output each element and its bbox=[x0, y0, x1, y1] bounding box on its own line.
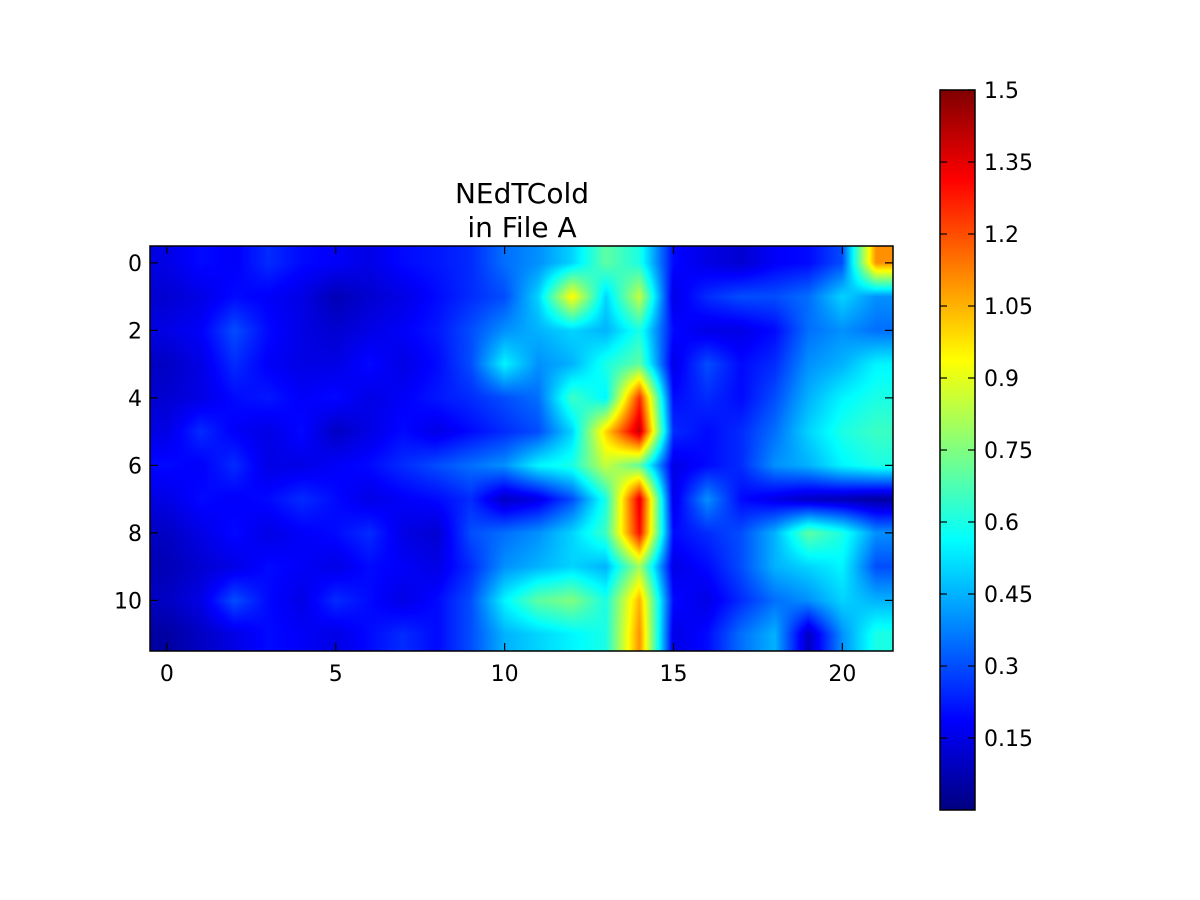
y-tick-label: 4 bbox=[128, 387, 142, 412]
colorbar-tick-label: 0.75 bbox=[984, 439, 1033, 464]
x-tick-label: 5 bbox=[329, 662, 343, 687]
x-tick-label: 20 bbox=[828, 662, 856, 687]
heatmap-canvas bbox=[150, 246, 893, 651]
x-axis: 0 5 10 15 20 bbox=[160, 246, 856, 687]
y-tick-label: 6 bbox=[128, 454, 142, 479]
colorbar-tick-label: 1.2 bbox=[984, 223, 1019, 248]
x-tick-label: 10 bbox=[491, 662, 519, 687]
colorbar-ticks: 0.15 0.3 0.45 0.6 0.75 0.9 1.05 1.2 1.35 1.5 bbox=[940, 79, 1033, 752]
colorbar-tick-label: 0.9 bbox=[984, 367, 1019, 392]
colorbar-tick-label: 1.05 bbox=[984, 295, 1033, 320]
chart-title-line-2: in File A bbox=[467, 211, 576, 244]
y-tick-label: 2 bbox=[128, 319, 142, 344]
colorbar-tick-label: 0.3 bbox=[984, 655, 1019, 680]
y-tick-label: 8 bbox=[128, 522, 142, 547]
x-tick-label: 15 bbox=[659, 662, 687, 687]
colorbar-tick-label: 0.15 bbox=[984, 727, 1033, 752]
chart-title-line-1: NEdTCold bbox=[455, 177, 589, 210]
x-tick-label: 0 bbox=[160, 662, 174, 687]
y-tick-label: 10 bbox=[114, 589, 142, 614]
colorbar-tick-label: 1.35 bbox=[984, 151, 1033, 176]
colorbar-tick-label: 0.6 bbox=[984, 511, 1019, 536]
colorbar-tick-label: 0.45 bbox=[984, 583, 1033, 608]
y-axis: 0 2 4 6 8 10 bbox=[114, 252, 893, 614]
heatmap-plot-area bbox=[149, 245, 894, 652]
heatmap-image bbox=[150, 246, 893, 651]
heatmap-frame bbox=[149, 245, 894, 652]
y-tick-label: 0 bbox=[128, 252, 142, 277]
colorbar-tick-label: 1.5 bbox=[984, 79, 1019, 104]
